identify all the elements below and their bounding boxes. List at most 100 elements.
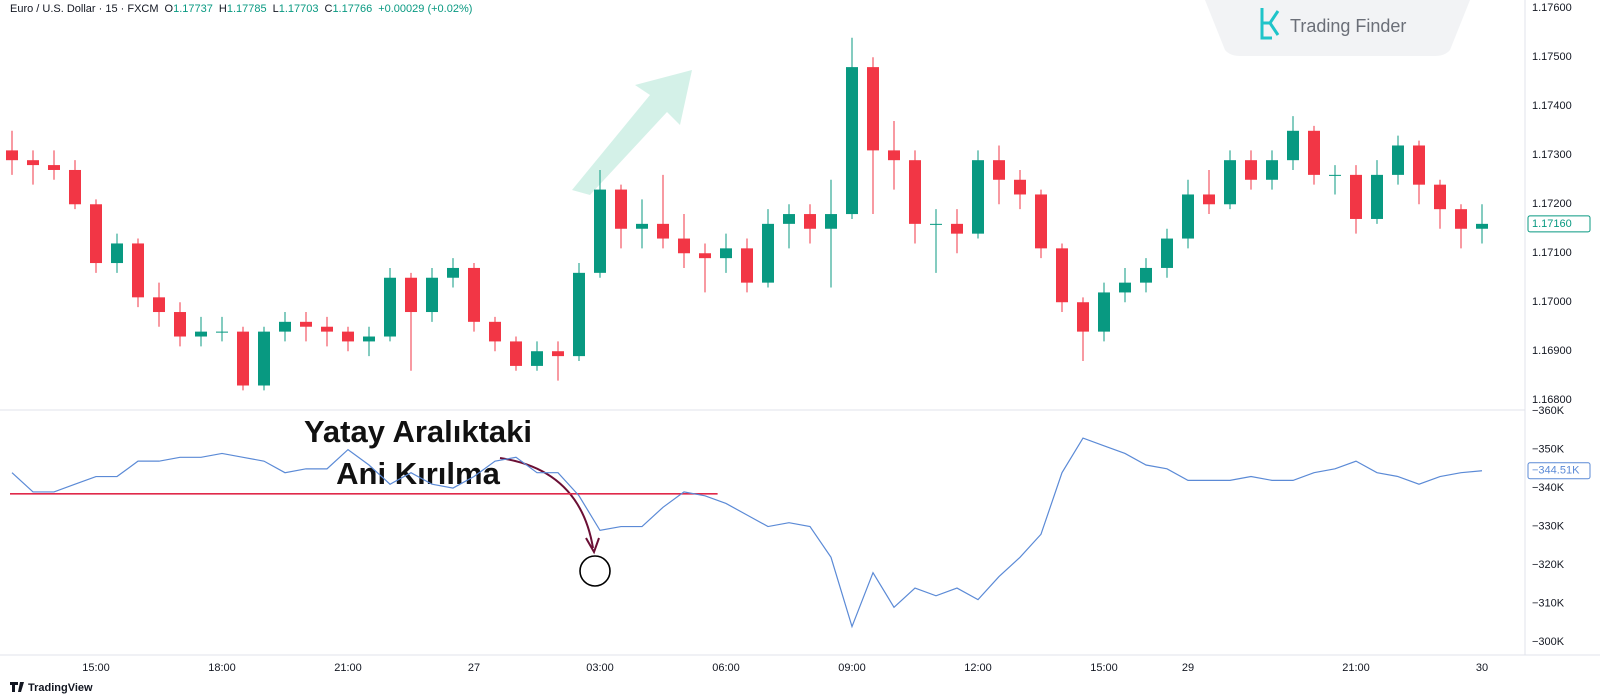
l: 1.17703	[279, 3, 319, 15]
candle-body	[657, 223, 669, 239]
candle-body	[573, 272, 585, 357]
candle-body	[6, 150, 18, 161]
candle-body	[1098, 292, 1110, 332]
candle-body	[1056, 248, 1068, 303]
y-tick-label: −310K	[1532, 597, 1565, 609]
candle-body	[594, 189, 606, 273]
x-tick-label: 15:00	[1090, 662, 1118, 674]
candle-body	[636, 223, 648, 229]
candle-body	[1266, 160, 1278, 180]
logo-badge	[1205, 0, 1470, 56]
candle-body	[279, 321, 291, 332]
candle-body	[363, 336, 375, 342]
candle-body	[804, 214, 816, 229]
footer-logo	[10, 682, 24, 692]
y-tick-label: −320K	[1532, 559, 1565, 571]
candle-body	[1392, 145, 1404, 175]
candle-body	[1182, 194, 1194, 239]
candle-body	[531, 351, 543, 366]
x-tick-label: 18:00	[208, 662, 236, 674]
candle-body	[783, 214, 795, 224]
candle-body	[930, 223, 942, 225]
candle-body	[1161, 238, 1173, 268]
o-label: O	[165, 3, 174, 15]
candle-body	[300, 321, 312, 327]
l-label: L	[273, 3, 279, 15]
candle-body	[447, 267, 459, 278]
candle-body	[468, 267, 480, 322]
h: 1.17785	[227, 3, 267, 15]
candle-body	[699, 253, 711, 259]
candle-body	[1329, 174, 1341, 176]
candle-body	[216, 331, 228, 333]
y-tick-label: −360K	[1532, 405, 1565, 417]
candle-body	[69, 169, 81, 205]
candle-body	[48, 165, 60, 170]
y-tick-label: 1.17600	[1532, 2, 1572, 14]
last-value-tag	[1527, 462, 1591, 480]
candle-body	[258, 331, 270, 386]
candle-body	[1119, 282, 1131, 293]
candle-body	[510, 341, 522, 366]
candle-body	[678, 238, 690, 254]
candle-body	[825, 214, 837, 229]
candle-body	[426, 277, 438, 313]
footer-brand: TradingView	[28, 682, 93, 694]
candle-body	[1455, 209, 1467, 229]
candle-body	[720, 248, 732, 259]
candle-body	[1371, 174, 1383, 219]
candle-body	[1308, 130, 1320, 175]
indicator-line	[11, 437, 1483, 629]
candle-body	[1203, 194, 1215, 205]
x-tick-label: 21:00	[1342, 662, 1370, 674]
candle-body	[321, 326, 333, 332]
y-tick-label: 1.17400	[1532, 100, 1572, 112]
candle-body	[27, 160, 39, 166]
candle-body	[1287, 130, 1299, 161]
y-tick-label: −350K	[1532, 444, 1565, 456]
candle-body	[195, 331, 207, 337]
y-tick-label: 1.17200	[1532, 198, 1572, 210]
candle-body	[552, 351, 564, 357]
last-price-tag	[1527, 215, 1591, 233]
y-tick-label: 1.16900	[1532, 345, 1572, 357]
candle-body	[1434, 184, 1446, 210]
x-tick-label: 27	[468, 662, 480, 674]
logo-icon	[1260, 8, 1280, 40]
y-tick-label: −330K	[1532, 520, 1565, 532]
y-tick-label: 1.17500	[1532, 51, 1572, 63]
candle-body	[1140, 267, 1152, 283]
candle-body	[90, 204, 102, 264]
trend-arrow	[572, 70, 692, 195]
candle-body	[153, 297, 165, 313]
y-tick-label: 1.17300	[1532, 149, 1572, 161]
x-tick-label: 06:00	[712, 662, 740, 674]
x-tick-label: 30	[1476, 662, 1488, 674]
candle-body	[615, 189, 627, 229]
x-tick-label: 21:00	[334, 662, 362, 674]
candle-body	[909, 160, 921, 224]
candle-body	[237, 331, 249, 386]
y-tick-label: −340K	[1532, 482, 1565, 494]
candle-body	[132, 243, 144, 298]
breakout-circle	[579, 555, 611, 587]
last-price-label: 1.17160	[1532, 218, 1572, 230]
o: 1.17737	[173, 3, 213, 15]
candle-body	[867, 67, 879, 151]
candle-body	[1224, 160, 1236, 205]
annotation-line1: Yatay Aralıktaki	[304, 414, 532, 449]
candle-body	[111, 243, 123, 264]
change: +0.00029 (+0.02%)	[378, 3, 472, 15]
logo-text: Trading Finder	[1290, 16, 1406, 36]
candle-body	[846, 67, 858, 215]
candle-body	[1476, 223, 1488, 229]
candle-body	[993, 160, 1005, 180]
candle-body	[1077, 302, 1089, 332]
y-tick-label: 1.16800	[1532, 394, 1572, 406]
last-value-label: −344.51K	[1532, 465, 1580, 477]
candle-body	[489, 321, 501, 342]
annotation-line2: Ani Kırılma	[336, 456, 500, 491]
annotation-arrowhead	[585, 537, 600, 555]
x-tick-label: 12:00	[964, 662, 992, 674]
candle-body	[951, 223, 963, 234]
